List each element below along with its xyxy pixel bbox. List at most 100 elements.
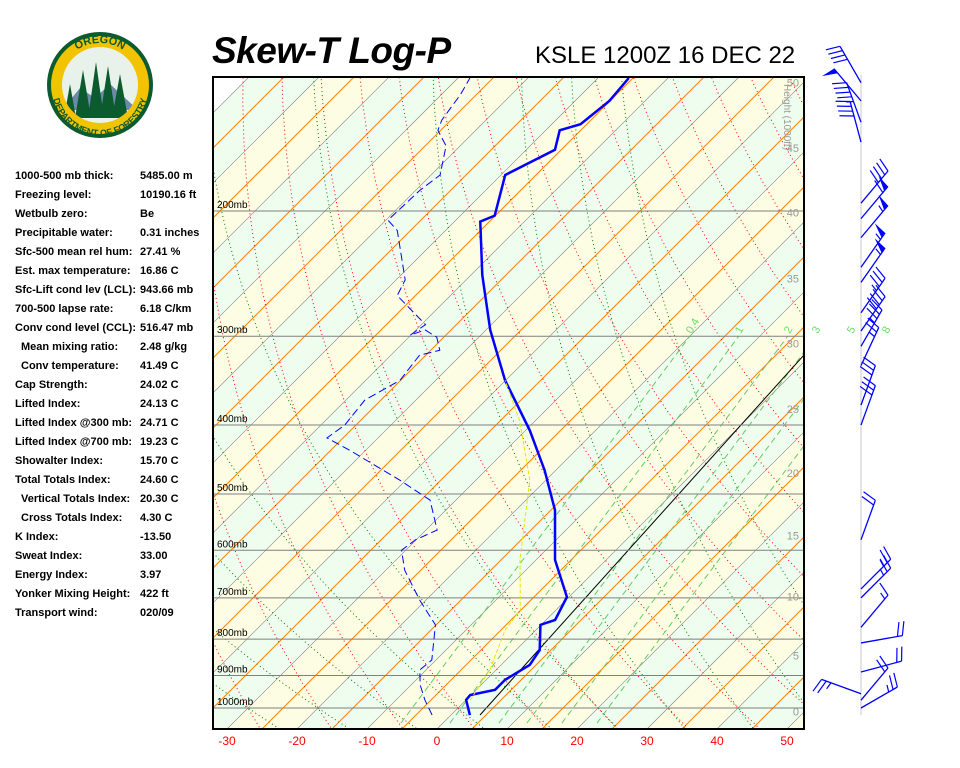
dewpoint-profile-line [326, 78, 471, 716]
pressure-label: 800mb [217, 628, 248, 639]
dry-adiabat [789, 78, 803, 106]
stat-label: Est. max temperature: [15, 265, 131, 277]
height-tick-label: 20 [787, 468, 799, 480]
stat-value: 3.97 [140, 569, 162, 581]
isotherm-line [214, 78, 494, 358]
pressure-label: 600mb [217, 539, 248, 550]
stat-value: 33.00 [140, 550, 168, 562]
wind-barb-tick [825, 45, 841, 51]
wind-barb-tick [859, 366, 873, 376]
plot-frame [212, 76, 805, 730]
wind-barb-half-tick [826, 682, 832, 690]
pressure-label: 300mb [217, 325, 248, 336]
wind-barb-tick [901, 621, 905, 636]
height-tick-label: 35 [787, 274, 799, 286]
wind-barb-tick [865, 322, 878, 333]
wind-barb-staff [860, 247, 886, 283]
page-title: Skew-T Log-P [212, 30, 451, 71]
plot-area [72, 53, 960, 737]
dry-adiabat [320, 78, 618, 728]
moist-adiabat [571, 78, 803, 703]
wind-barb [860, 266, 886, 314]
wind-barb-half-tick [880, 592, 886, 600]
wind-barb-tick [837, 96, 852, 99]
dry-adiabat [214, 494, 332, 728]
stat-value: 0.31 inches [140, 227, 200, 239]
wind-barb-half-tick [871, 284, 877, 291]
height-tick-label: 45 [787, 143, 799, 155]
temperature-band [214, 78, 803, 673]
isotherm-line [297, 222, 803, 728]
wind-barb-tick [812, 679, 823, 692]
stat-label: Showalter Index: [15, 455, 104, 467]
height-tick-label: 5 [793, 650, 799, 662]
wind-barb-tick [893, 672, 898, 688]
wind-barb-tick [832, 82, 847, 85]
wind-barb-tick [869, 274, 880, 287]
wind-barb-staff [860, 309, 883, 347]
isotherm-line [682, 607, 803, 728]
stat-label: K Index: [15, 531, 59, 543]
wind-barb [860, 655, 889, 701]
wind-barb [859, 356, 876, 406]
wind-barb-tick [874, 180, 884, 193]
wind-barb-staff [860, 667, 889, 701]
wind-barb-tick [872, 166, 883, 180]
height-tick-label: 50 [787, 78, 799, 90]
temperature-tick-label: -30 [218, 734, 236, 748]
isotherm-line [214, 78, 529, 393]
height-tick-label: 15 [787, 530, 799, 542]
moist-adiabat [214, 436, 485, 728]
wind-barb-tick [869, 293, 880, 306]
stat-label: Vertical Totals Index: [21, 493, 131, 505]
wind-barb [860, 491, 876, 541]
wind-barb-flag [874, 223, 886, 238]
pressure-label: 200mb [217, 200, 248, 211]
wind-barb-tick [861, 495, 875, 506]
temperature-tick-label: -20 [288, 734, 306, 748]
isotherm-line [262, 187, 803, 728]
wind-barb-half-tick [868, 331, 875, 338]
wind-barb-tick [833, 86, 849, 90]
isotherm-line [332, 257, 803, 728]
dry-adiabat [854, 53, 960, 737]
isotherm-line [227, 152, 803, 728]
mixing-ratio-label: 5 [845, 324, 858, 335]
wind-barb-half-tick [879, 559, 885, 567]
dry-adiabat [72, 53, 194, 737]
wind-barb-staff [860, 170, 889, 204]
temperature-tick-label: 0 [434, 734, 441, 748]
temperature-tick-label: -10 [358, 734, 376, 748]
isotherm-line [214, 78, 424, 288]
temperature-band [788, 713, 803, 728]
wind-barb-staff [860, 686, 898, 709]
wind-barb [860, 582, 889, 628]
stat-label: Conv cond level (CCL): [15, 322, 137, 334]
stat-label: Lifted Index: [15, 398, 81, 410]
wind-barb-staff [860, 277, 886, 314]
wind-barb-tick [835, 91, 851, 94]
wind-barb-staff [860, 296, 886, 332]
isotherm-line [214, 78, 774, 638]
wind-barb-half-tick [875, 233, 881, 240]
isotherm-line [214, 78, 319, 183]
wind-barb-staff [860, 327, 880, 366]
mixing-ratio-label: 3 [810, 324, 823, 335]
wind-barb-staff [839, 45, 862, 84]
wind-barb-tick [879, 655, 889, 669]
wind-barb [860, 646, 903, 673]
isotherm-line [214, 117, 803, 708]
svg-text:OREGON: OREGON [73, 34, 128, 53]
temperature-tick-label: 30 [640, 734, 654, 748]
wind-barb [835, 100, 862, 143]
wind-barb [860, 223, 886, 268]
wind-barb-tick [863, 491, 876, 501]
height-tick-label: 0 [793, 707, 799, 719]
isotherm-line [214, 78, 739, 603]
stat-value: -13.50 [140, 531, 172, 543]
wind-barb-tick [883, 546, 892, 560]
moist-adiabat [214, 629, 349, 728]
wind-barb-tick [830, 54, 846, 60]
wind-barb-staff [849, 101, 862, 143]
stat-value: 15.70 C [140, 455, 179, 467]
